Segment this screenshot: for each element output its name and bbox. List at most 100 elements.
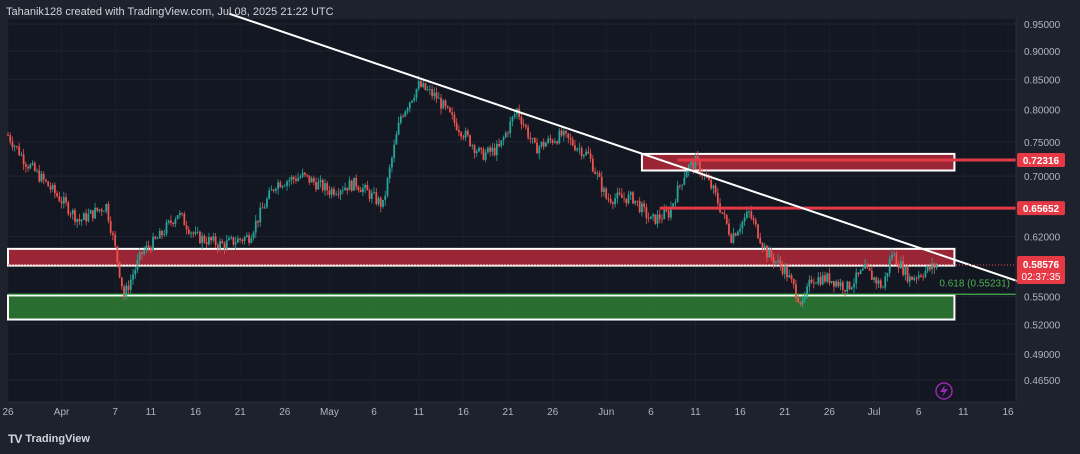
candle-body <box>495 143 498 156</box>
candle-body <box>741 221 744 229</box>
candle-body <box>786 266 788 278</box>
candle <box>821 271 824 286</box>
candle-body <box>839 282 842 287</box>
candle-body <box>397 122 400 135</box>
replay-icon[interactable] <box>935 382 953 400</box>
candle <box>574 140 576 152</box>
candle <box>580 145 583 160</box>
y-tick-label: 0.75000 <box>1024 138 1061 149</box>
candle <box>603 186 605 197</box>
candle-body <box>27 166 29 169</box>
support-zone <box>7 294 956 321</box>
candle-body <box>370 192 373 199</box>
candle-body <box>690 161 692 166</box>
candle <box>868 267 871 271</box>
candle-body <box>830 281 833 283</box>
candle <box>457 125 460 137</box>
candle-body <box>692 161 695 169</box>
candle <box>234 236 237 250</box>
candle-body <box>147 245 150 248</box>
candle <box>219 237 221 252</box>
candle-body <box>170 220 172 223</box>
candle <box>141 251 143 260</box>
candle-body <box>399 116 402 123</box>
candle <box>917 270 920 281</box>
candle <box>897 261 900 274</box>
candle-body <box>489 147 492 152</box>
candle-body <box>56 193 59 197</box>
candle <box>469 134 471 148</box>
candle <box>913 274 916 282</box>
candle-body <box>261 207 264 209</box>
candle <box>763 242 766 251</box>
candle-body <box>167 220 170 223</box>
candle <box>283 183 286 187</box>
candle-body <box>446 106 449 108</box>
tradingview-brand: TradingView <box>25 433 90 445</box>
candle-body <box>812 282 815 284</box>
candle-body <box>411 100 413 103</box>
candle <box>82 211 85 221</box>
candle-body <box>42 173 45 180</box>
candle-body <box>65 197 67 203</box>
candle-body <box>884 276 887 288</box>
y-tick-label: 0.52000 <box>1024 320 1061 331</box>
candle <box>375 188 378 206</box>
tradingview-logo[interactable]: TV TradingView <box>8 431 90 447</box>
candle <box>33 161 36 172</box>
candle <box>80 219 83 227</box>
candle-body <box>455 122 458 130</box>
candle <box>303 172 306 178</box>
candle <box>295 175 297 184</box>
candle-body <box>125 285 128 298</box>
candle <box>91 210 94 222</box>
candle-body <box>542 141 545 147</box>
candle-body <box>176 215 179 220</box>
candle <box>428 84 431 95</box>
candle <box>431 85 434 100</box>
candle-body <box>877 280 880 284</box>
candle-body <box>219 241 221 249</box>
candle <box>9 132 12 145</box>
candle <box>355 174 358 191</box>
candle <box>542 138 545 150</box>
candle-body <box>721 211 724 214</box>
candle-body <box>406 108 409 112</box>
candle <box>87 208 90 223</box>
upper-resistance-zone <box>640 152 956 172</box>
candle <box>888 255 891 277</box>
candle <box>549 134 552 144</box>
candle <box>16 145 18 150</box>
candle <box>462 134 465 141</box>
candle <box>24 161 27 173</box>
candle-body <box>627 194 630 204</box>
candle-body <box>395 134 398 145</box>
candle-body <box>353 177 355 191</box>
candle <box>237 235 239 243</box>
candle-body <box>453 114 456 123</box>
candle-body <box>507 132 509 134</box>
candle <box>308 175 311 186</box>
candle <box>395 130 398 145</box>
candle-body <box>67 202 70 214</box>
candle <box>808 275 811 293</box>
candle <box>203 233 206 245</box>
candle <box>176 215 179 220</box>
candle <box>161 229 163 239</box>
candle <box>556 140 559 145</box>
candle-body <box>487 147 489 153</box>
candle-body <box>638 201 641 213</box>
candle <box>31 160 34 167</box>
candle-body <box>357 186 360 190</box>
candle-body <box>527 127 529 138</box>
candle-body <box>306 174 309 176</box>
candle-body <box>241 239 244 242</box>
candle-body <box>661 218 663 220</box>
candle <box>873 276 875 283</box>
candle <box>594 167 596 175</box>
candle <box>799 301 802 307</box>
candle-body <box>745 211 748 218</box>
candle <box>781 261 784 277</box>
candle-body <box>286 181 288 186</box>
